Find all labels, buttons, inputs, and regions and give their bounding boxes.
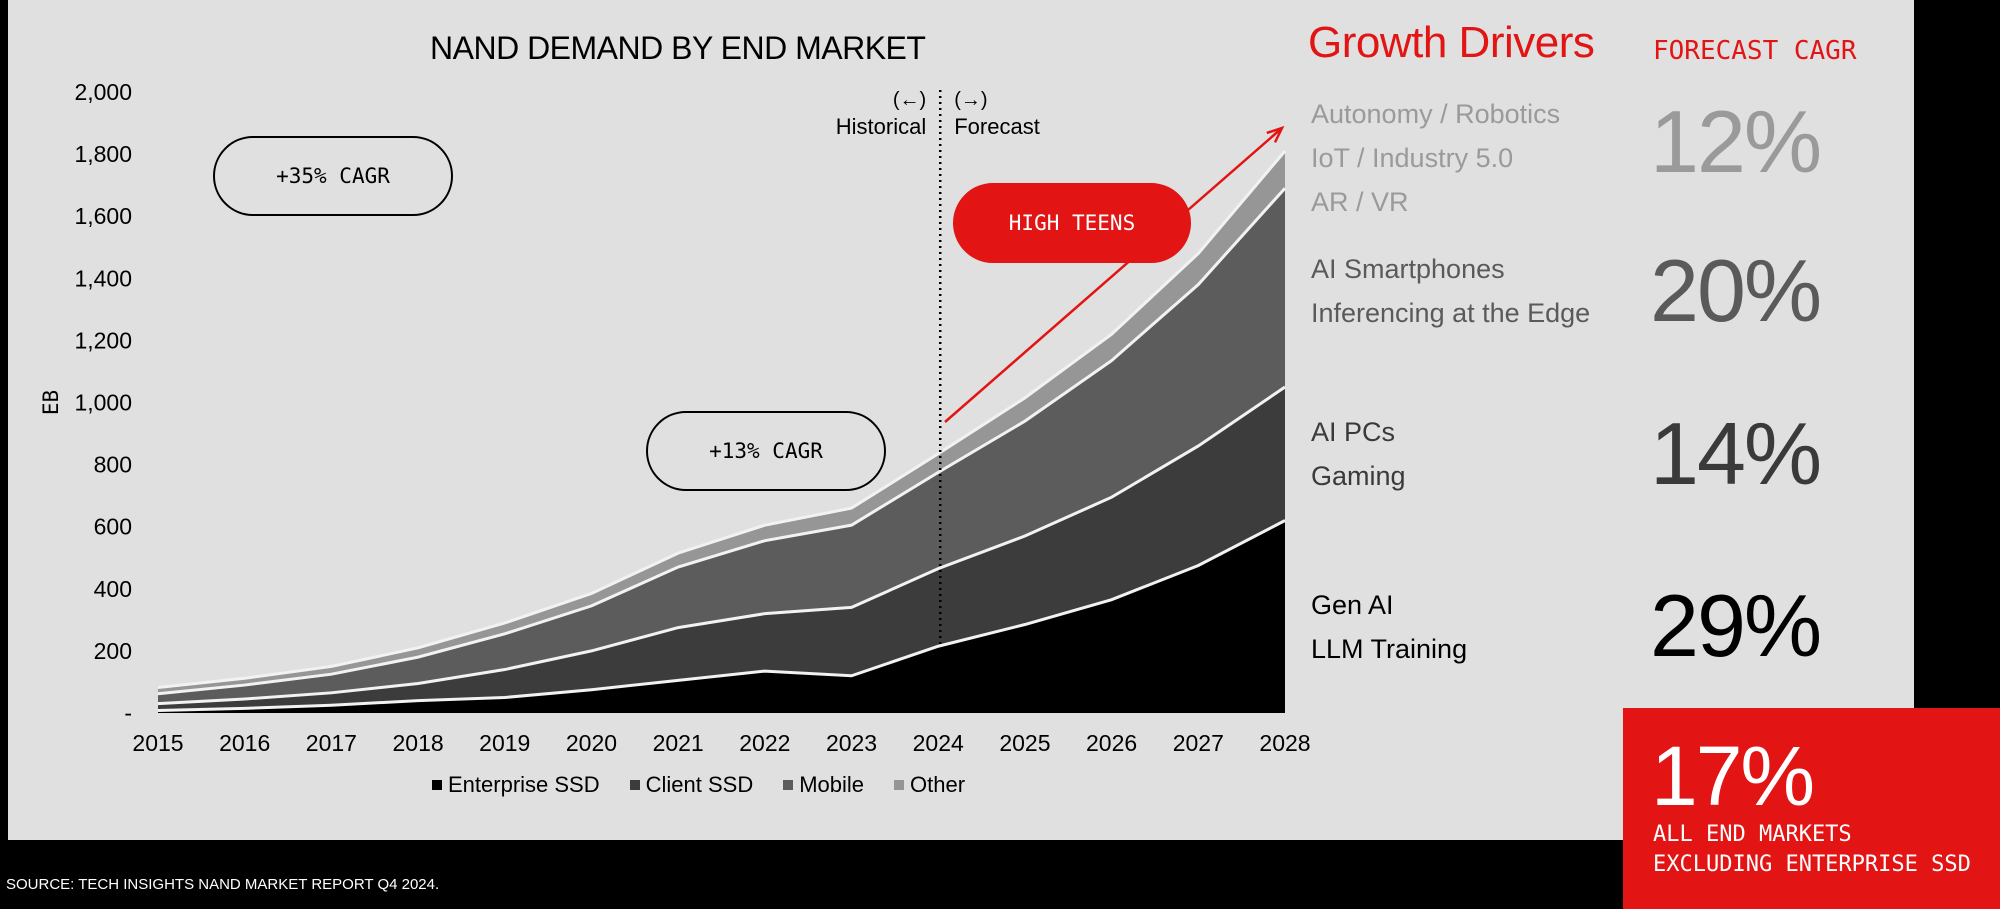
growth-drivers-title: Growth Drivers xyxy=(1308,18,1595,67)
driver-item: Inferencing at the Edge xyxy=(1311,298,1591,328)
x-axis: 2015 2016 2017 2018 2019 2020 2021 2022 2023 2024… xyxy=(132,730,1310,756)
summary-line-2: EXCLUDING ENTERPRISE SSD xyxy=(1653,852,1971,877)
y-tick-label: 1,200 xyxy=(74,327,132,353)
x-tick-label: 2027 xyxy=(1173,730,1224,756)
cagr-value-2: 20% xyxy=(1650,241,1822,340)
x-tick-label: 2022 xyxy=(739,730,790,756)
x-tick-label: 2021 xyxy=(653,730,704,756)
series-line xyxy=(157,150,1287,690)
legend-label: Enterprise SSD xyxy=(448,772,600,797)
summary-line-1: ALL END MARKETS xyxy=(1653,822,1852,847)
y-axis-label: EB xyxy=(39,390,63,415)
cagr-value-1: 12% xyxy=(1650,92,1822,191)
growth-arrow xyxy=(944,127,1283,423)
x-tick-label: 2026 xyxy=(1086,730,1137,756)
legend-item: Other xyxy=(894,772,965,798)
y-tick-label: 600 xyxy=(94,514,132,540)
y-tick-label: - xyxy=(124,700,132,726)
y-tick-label: 1,000 xyxy=(74,390,132,416)
x-tick-label: 2017 xyxy=(306,730,357,756)
y-axis: - 200 400 600 800 1,000 1,200 1,400 1,600 1,800 2,… xyxy=(39,79,132,726)
forecast-arrow: (→) xyxy=(954,89,987,111)
driver-group-3: AI PCs Gaming xyxy=(1311,410,1406,498)
y-tick-label: 800 xyxy=(94,452,132,478)
legend-label: Other xyxy=(910,772,966,797)
high-teens-pill: HIGH TEENS xyxy=(953,183,1191,263)
legend-swatch xyxy=(894,780,905,790)
series-line xyxy=(157,187,1287,696)
driver-item: AR / VR xyxy=(1311,187,1409,217)
legend-swatch xyxy=(783,780,794,790)
y-tick-label: 200 xyxy=(94,638,132,664)
x-tick-label: 2023 xyxy=(826,730,877,756)
y-tick-label: 1,400 xyxy=(74,265,132,291)
forecast-cagr-heading: FORECAST CAGR xyxy=(1653,36,1857,66)
y-tick-label: 1,800 xyxy=(74,141,132,167)
driver-group-2: AI Smartphones Inferencing at the Edge xyxy=(1311,247,1590,335)
x-tick-label: 2018 xyxy=(392,730,443,756)
driver-item: AI PCs xyxy=(1311,417,1396,447)
driver-item: AI Smartphones xyxy=(1311,254,1505,284)
source-note: SOURCE: TECH INSIGHTS NAND MARKET REPORT… xyxy=(6,876,440,893)
cagr-value-4: 29% xyxy=(1650,576,1822,675)
summary-pct: 17% xyxy=(1651,729,1815,823)
growth-arrow-head xyxy=(1266,125,1285,143)
historical-label: Historical xyxy=(836,114,926,139)
cagr-pill-2015: +35% CAGR xyxy=(213,136,453,216)
legend-label: Mobile xyxy=(799,772,865,797)
legend-label: Client SSD xyxy=(645,772,754,797)
x-tick-label: 2015 xyxy=(132,730,183,756)
legend: Enterprise SSD Client SSD Mobile Other xyxy=(432,772,965,798)
x-tick-label: 2020 xyxy=(566,730,617,756)
series-line xyxy=(157,385,1286,706)
legend-item: Mobile xyxy=(783,772,864,798)
series-line xyxy=(157,519,1286,713)
driver-group-1: Autonomy / Robotics IoT / Industry 5.0 A… xyxy=(1311,92,1560,224)
driver-item: LLM Training xyxy=(1311,634,1468,664)
legend-swatch xyxy=(629,780,640,790)
y-tick-label: 1,600 xyxy=(74,203,132,229)
area-enterprise-ssd xyxy=(158,520,1285,713)
driver-item: Gaming xyxy=(1311,461,1406,491)
x-tick-label: 2024 xyxy=(913,730,964,756)
driver-item: Autonomy / Robotics xyxy=(1311,99,1561,129)
driver-item: IoT / Industry 5.0 xyxy=(1311,143,1514,173)
cagr-pill-2021: +13% CAGR xyxy=(646,411,886,491)
area-mobile xyxy=(158,188,1285,704)
y-tick-label: 400 xyxy=(94,576,132,602)
chart-title: NAND DEMAND BY END MARKET xyxy=(430,30,926,66)
legend-item: Enterprise SSD xyxy=(432,772,600,798)
driver-item: Gen AI xyxy=(1311,590,1394,620)
chart-annotations: (←) Historical (→) Forecast xyxy=(836,89,1285,713)
historical-arrow: (←) xyxy=(893,89,926,111)
summary-box: 17% ALL END MARKETS EXCLUDING ENTERPRISE… xyxy=(1623,708,2000,909)
summary-caption: ALL END MARKETS EXCLUDING ENTERPRISE SSD xyxy=(1653,820,1998,880)
cagr-value-3: 14% xyxy=(1650,404,1822,503)
x-tick-label: 2028 xyxy=(1259,730,1310,756)
legend-item: Client SSD xyxy=(629,772,754,798)
chart-areas xyxy=(157,150,1287,713)
x-tick-label: 2025 xyxy=(999,730,1050,756)
forecast-label: Forecast xyxy=(954,114,1040,139)
legend-swatch xyxy=(432,780,442,790)
driver-group-4: Gen AI LLM Training xyxy=(1311,583,1467,671)
x-tick-label: 2016 xyxy=(219,730,270,756)
x-tick-label: 2019 xyxy=(479,730,530,756)
y-tick-label: 2,000 xyxy=(74,79,132,105)
